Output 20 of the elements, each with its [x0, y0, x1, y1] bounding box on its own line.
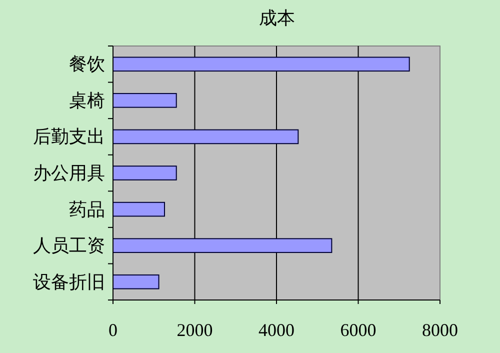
bar	[112, 238, 332, 253]
bar	[112, 166, 177, 180]
x-tick-label: 4000	[258, 320, 294, 340]
bar	[112, 202, 166, 217]
y-tick-label: 人员工资	[33, 236, 105, 256]
bar	[112, 129, 299, 144]
x-tick-label: 8000	[422, 320, 458, 340]
y-tick-label: 桌椅	[69, 90, 105, 110]
y-tick-label: 药品	[69, 199, 105, 220]
chart-title: 成本	[259, 8, 295, 28]
bar	[112, 93, 177, 108]
x-tick-label: 6000	[340, 320, 376, 340]
y-tick-label: 餐饮	[69, 54, 105, 74]
y-tick-label: 后勤支出	[33, 126, 105, 147]
x-tick-label: 0	[108, 320, 118, 340]
bar	[112, 274, 160, 290]
bar	[112, 56, 410, 72]
y-tick-label: 设备折旧	[33, 272, 105, 292]
y-tick-label: 办公用具	[33, 163, 105, 183]
x-tick-label: 2000	[176, 320, 213, 340]
